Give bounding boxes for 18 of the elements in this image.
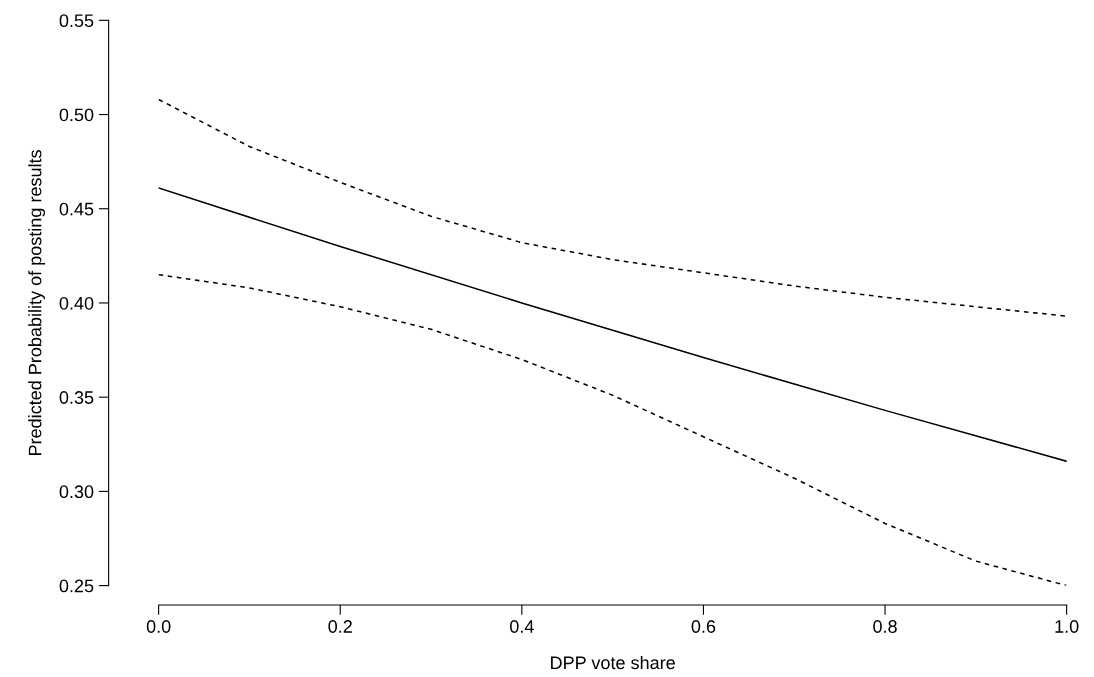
y-tick-label: 0.35 [59, 391, 94, 404]
x-tick-label: 1.0 [1055, 620, 1079, 633]
x-tick-label: 0.2 [328, 620, 352, 633]
x-axis-title: DPP vote share [551, 655, 675, 670]
y-tick-label: 0.45 [59, 202, 94, 216]
x-tick-label: 0.6 [691, 620, 716, 633]
line-series [158, 98, 1067, 317]
x-tick-label: 0.4 [509, 620, 534, 633]
y-tick-label: 0.50 [59, 108, 94, 122]
x-tick-label: 0.8 [873, 620, 897, 633]
line-series [158, 187, 1067, 463]
y-tick-label: 0.30 [59, 485, 94, 499]
x-tick-label: 0.0 [146, 620, 171, 633]
y-tick-label: 0.55 [59, 14, 94, 28]
y-tick-label: 0.40 [59, 296, 94, 310]
line-series [158, 273, 1067, 586]
y-axis-title: Predicted Probability of posting results [28, 150, 46, 456]
y-tick-label: 0.25 [59, 579, 94, 593]
